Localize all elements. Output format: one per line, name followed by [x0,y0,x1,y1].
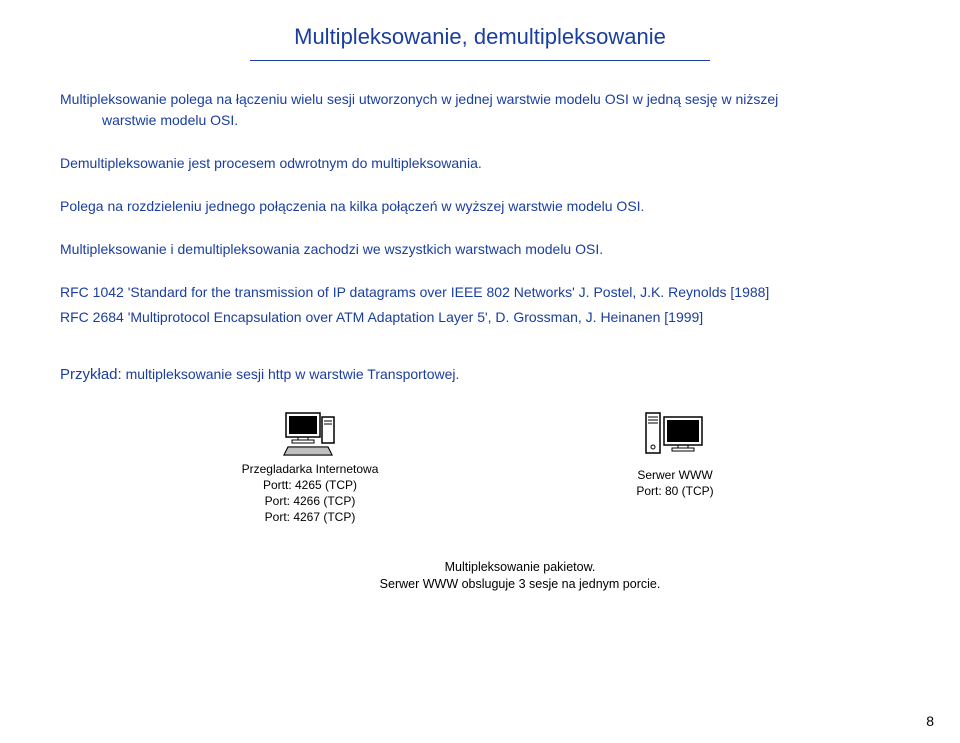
paragraph-multiplex: Multipleksowanie polega na łączeniu wiel… [60,89,900,131]
client-computer: Przegladarka Internetowa Portt: 4265 (TC… [220,409,400,526]
paragraph-4: Multipleksowanie i demultipleksowania za… [60,239,900,260]
paragraph-3: Polega na rozdzieleniu jednego połączeni… [60,196,900,217]
page-number: 8 [926,713,934,729]
title-underline [250,60,710,61]
paragraph-demultiplex: Demultipleksowanie jest procesem odwrotn… [60,153,900,174]
para2-rest: jest procesem odwrotnym do multipleksowa… [185,155,482,171]
client-label: Przegladarka Internetowa Portt: 4265 (TC… [220,461,400,526]
caption-line-1: Multipleksowanie pakietow. [445,560,596,574]
page-title: Multipleksowanie, demultipleksowanie [294,24,666,54]
caption-line-2: Serwer WWW obsluguje 3 sesje na jednym p… [380,577,661,591]
lead-word: Multipleksowanie [60,91,167,107]
client-port-2: Port: 4266 (TCP) [265,494,356,508]
server-computer: Serwer WWW Port: 80 (TCP) [600,409,750,499]
example-line: Przykład: multipleksowanie sesji http w … [60,364,900,387]
diagram: Przegladarka Internetowa Portt: 4265 (TC… [160,409,860,629]
rfc-line-1: RFC 1042 'Standard for the transmission … [60,282,900,303]
example-text: multipleksowanie sesji http w warstwie T… [122,366,460,382]
server-computer-icon [642,409,708,459]
client-title: Przegladarka Internetowa [242,462,379,476]
desktop-computer-icon [280,409,340,457]
server-port: Port: 80 (TCP) [636,484,713,498]
client-port-3: Port: 4267 (TCP) [265,510,356,524]
server-title: Serwer WWW [637,468,712,482]
example-label: Przykład: [60,366,122,383]
server-label: Serwer WWW Port: 80 (TCP) [600,467,750,499]
lead-word-2: Demultipleksowanie [60,155,185,171]
client-port-1: Portt: 4265 (TCP) [263,478,357,492]
para1-rest: polega na łączeniu wielu sesji utworzony… [167,91,779,107]
rfc-line-2: RFC 2684 'Multiprotocol Encapsulation ov… [60,307,900,328]
para1-line2: warstwie modelu OSI. [102,112,238,128]
diagram-caption: Multipleksowanie pakietow. Serwer WWW ob… [350,559,690,594]
